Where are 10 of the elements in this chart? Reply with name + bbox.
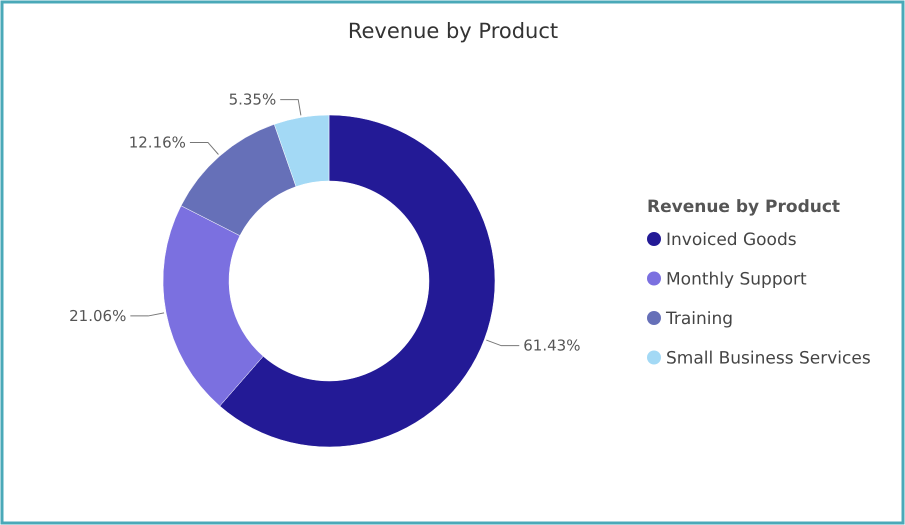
legend-label: Small Business Services (666, 348, 871, 368)
legend-label: Invoiced Goods (666, 230, 797, 250)
data-label: 61.43% (523, 336, 580, 355)
legend-label: Monthly Support (666, 270, 808, 290)
legend-title: Revenue by Product (647, 197, 840, 217)
chart-title: Revenue by Product (348, 19, 558, 43)
data-label: 12.16% (128, 133, 186, 152)
data-label: 5.35% (228, 90, 276, 109)
data-label: 21.06% (69, 306, 126, 325)
legend-label: Training (665, 309, 734, 329)
